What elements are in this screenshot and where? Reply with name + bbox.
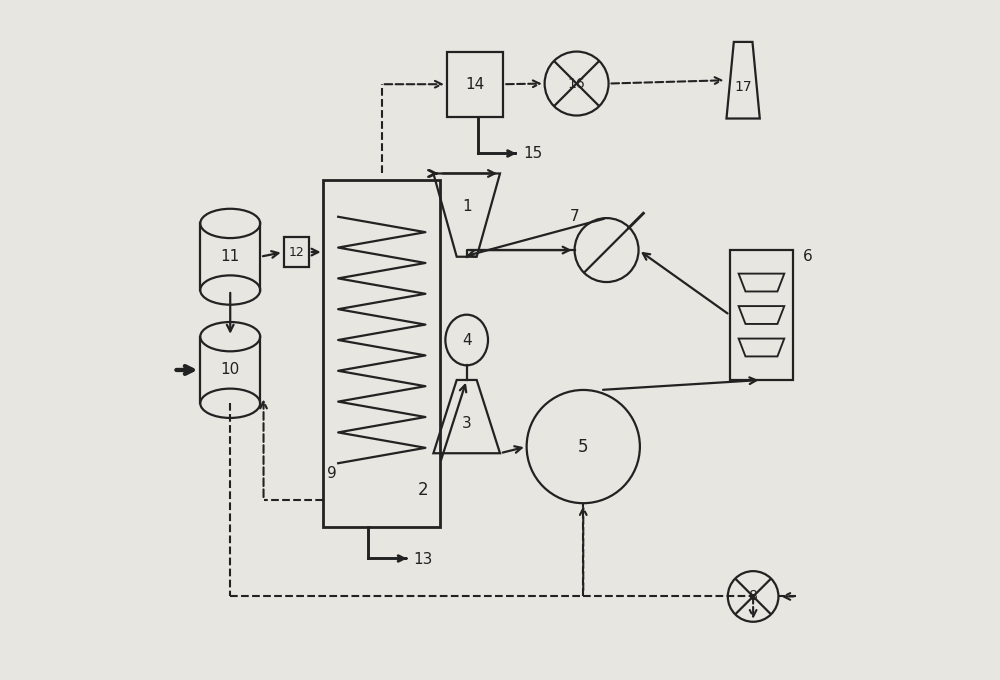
Text: 3: 3 <box>462 415 472 430</box>
Text: 15: 15 <box>523 146 542 161</box>
Text: 7: 7 <box>570 209 579 224</box>
Text: 17: 17 <box>734 80 752 94</box>
Text: 13: 13 <box>413 552 432 567</box>
Text: 14: 14 <box>465 77 485 92</box>
Text: 1: 1 <box>462 199 472 214</box>
Text: 6: 6 <box>803 250 813 265</box>
Text: 9: 9 <box>327 466 337 481</box>
Bar <box>447 52 503 117</box>
Text: 8: 8 <box>749 590 758 603</box>
Text: 12: 12 <box>288 245 304 258</box>
Text: 10: 10 <box>221 362 240 377</box>
Text: 5: 5 <box>578 437 589 456</box>
Bar <box>730 250 793 380</box>
Bar <box>284 237 309 267</box>
Text: 2: 2 <box>418 481 429 499</box>
Bar <box>323 180 440 526</box>
Text: 11: 11 <box>221 250 240 265</box>
Text: 4: 4 <box>462 333 472 347</box>
Text: 16: 16 <box>568 77 585 90</box>
